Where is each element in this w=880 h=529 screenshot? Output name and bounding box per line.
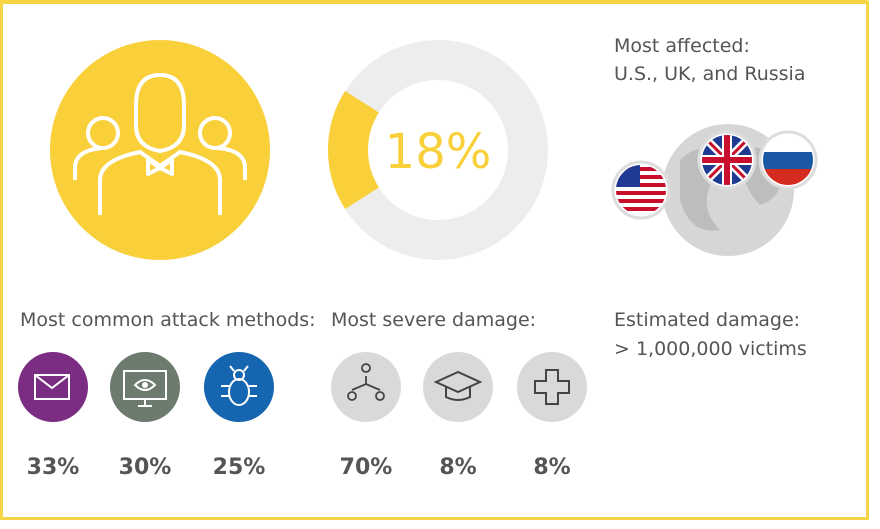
affected-heading: Most affected: (614, 35, 750, 57)
attack-percent: 33% (27, 455, 80, 480)
attack-percent: 30% (119, 455, 172, 480)
attack-heading: Most common attack methods: (20, 309, 316, 331)
damage-percent: 70% (340, 455, 393, 480)
donut-label: 18% (385, 124, 492, 180)
attack-percent: 25% (213, 455, 266, 480)
education-icon (423, 352, 493, 422)
globe-flags (611, 124, 818, 256)
malware-icon (204, 352, 274, 422)
people-icon (50, 40, 270, 260)
damage-percent: 8% (533, 455, 570, 480)
damage-heading: Most severe damage: (331, 309, 536, 331)
donut (328, 40, 548, 260)
affected-countries: U.S., UK, and Russia (614, 63, 805, 85)
estimated-victims: > 1,000,000 victims (614, 338, 807, 360)
estimated-heading: Estimated damage: (614, 309, 800, 331)
damage-percent: 8% (439, 455, 476, 480)
health-icon (517, 352, 587, 422)
spyware-icon (110, 352, 180, 422)
network-icon (331, 352, 401, 422)
phishing-icon (18, 352, 88, 422)
donut-segment (328, 91, 380, 209)
